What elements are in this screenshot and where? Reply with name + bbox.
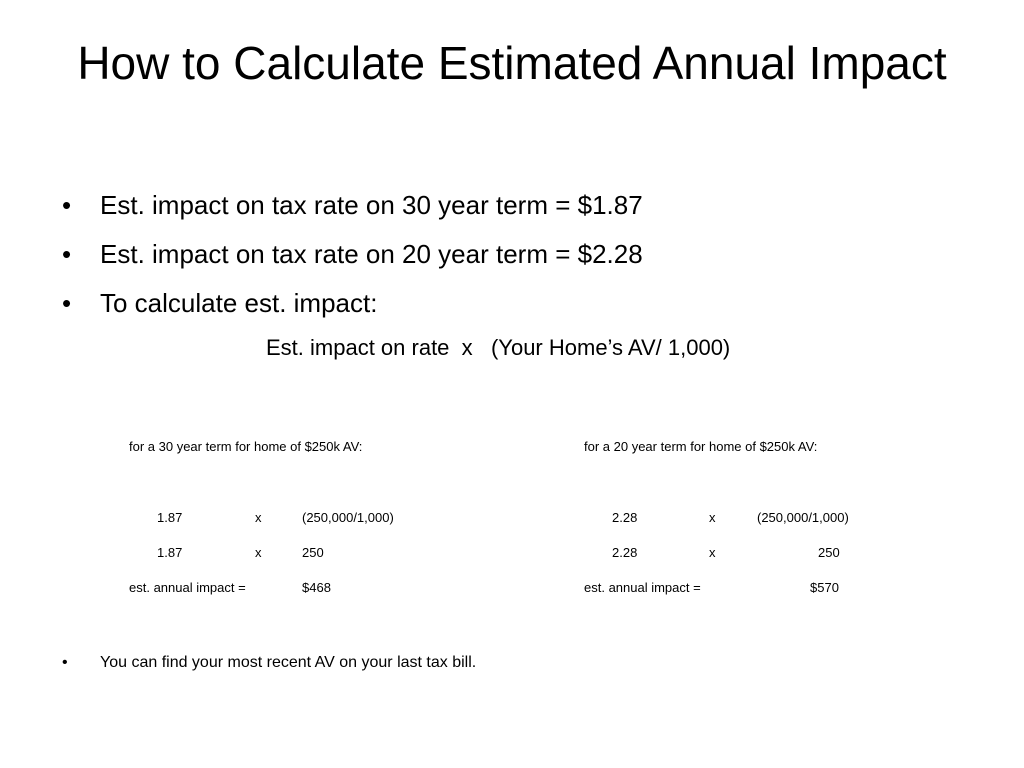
bullet-text: To calculate est. impact: bbox=[100, 288, 378, 318]
bullet-marker: • bbox=[62, 190, 72, 220]
example-20-result-label: est. annual impact = bbox=[584, 580, 701, 595]
example-20-heading: for a 20 year term for home of $250k AV: bbox=[584, 439, 818, 454]
example-30-row1-rate: 1.87 bbox=[157, 510, 183, 525]
bullet-20-year: • Est. impact on tax rate on 20 year term… bbox=[62, 237, 643, 271]
example-30-result-label: est. annual impact = bbox=[129, 580, 246, 595]
example-30-heading: for a 30 year term for home of $250k AV: bbox=[129, 439, 363, 454]
example-30-result-value: $468 bbox=[302, 580, 331, 595]
bullet-calculate: • To calculate est. impact: bbox=[62, 286, 377, 320]
example-20-row1-value: (250,000/1,000) bbox=[757, 510, 849, 525]
example-20-row2-rate: 2.28 bbox=[612, 545, 638, 560]
example-30-row1-op: x bbox=[255, 510, 262, 525]
impact-formula: Est. impact on rate x (Your Home’s AV/ 1… bbox=[266, 335, 731, 360]
bullet-30-year: • Est. impact on tax rate on 30 year term… bbox=[62, 188, 643, 222]
example-20-row2-op: x bbox=[709, 545, 716, 560]
example-20-result-value: $570 bbox=[810, 580, 839, 595]
bullet-marker: • bbox=[62, 654, 68, 671]
bullet-text: Est. impact on tax rate on 20 year term … bbox=[100, 239, 643, 269]
bullet-marker: • bbox=[62, 288, 72, 318]
example-20-row2-value: 250 bbox=[818, 545, 840, 560]
example-20-row1-op: x bbox=[709, 510, 716, 525]
example-30-row2-value: 250 bbox=[302, 545, 324, 560]
bullet-marker: • bbox=[62, 239, 72, 269]
bullet-text: Est. impact on tax rate on 30 year term … bbox=[100, 190, 643, 220]
example-20-row1-rate: 2.28 bbox=[612, 510, 638, 525]
slide-title: How to Calculate Estimated Annual Impact bbox=[77, 37, 947, 89]
example-30-row2-op: x bbox=[255, 545, 262, 560]
note-bullet: • You can find your most recent AV on you… bbox=[62, 652, 476, 674]
example-30-row1-value: (250,000/1,000) bbox=[302, 510, 394, 525]
note-text: You can find your most recent AV on your… bbox=[100, 654, 477, 671]
example-30-row2-rate: 1.87 bbox=[157, 545, 183, 560]
